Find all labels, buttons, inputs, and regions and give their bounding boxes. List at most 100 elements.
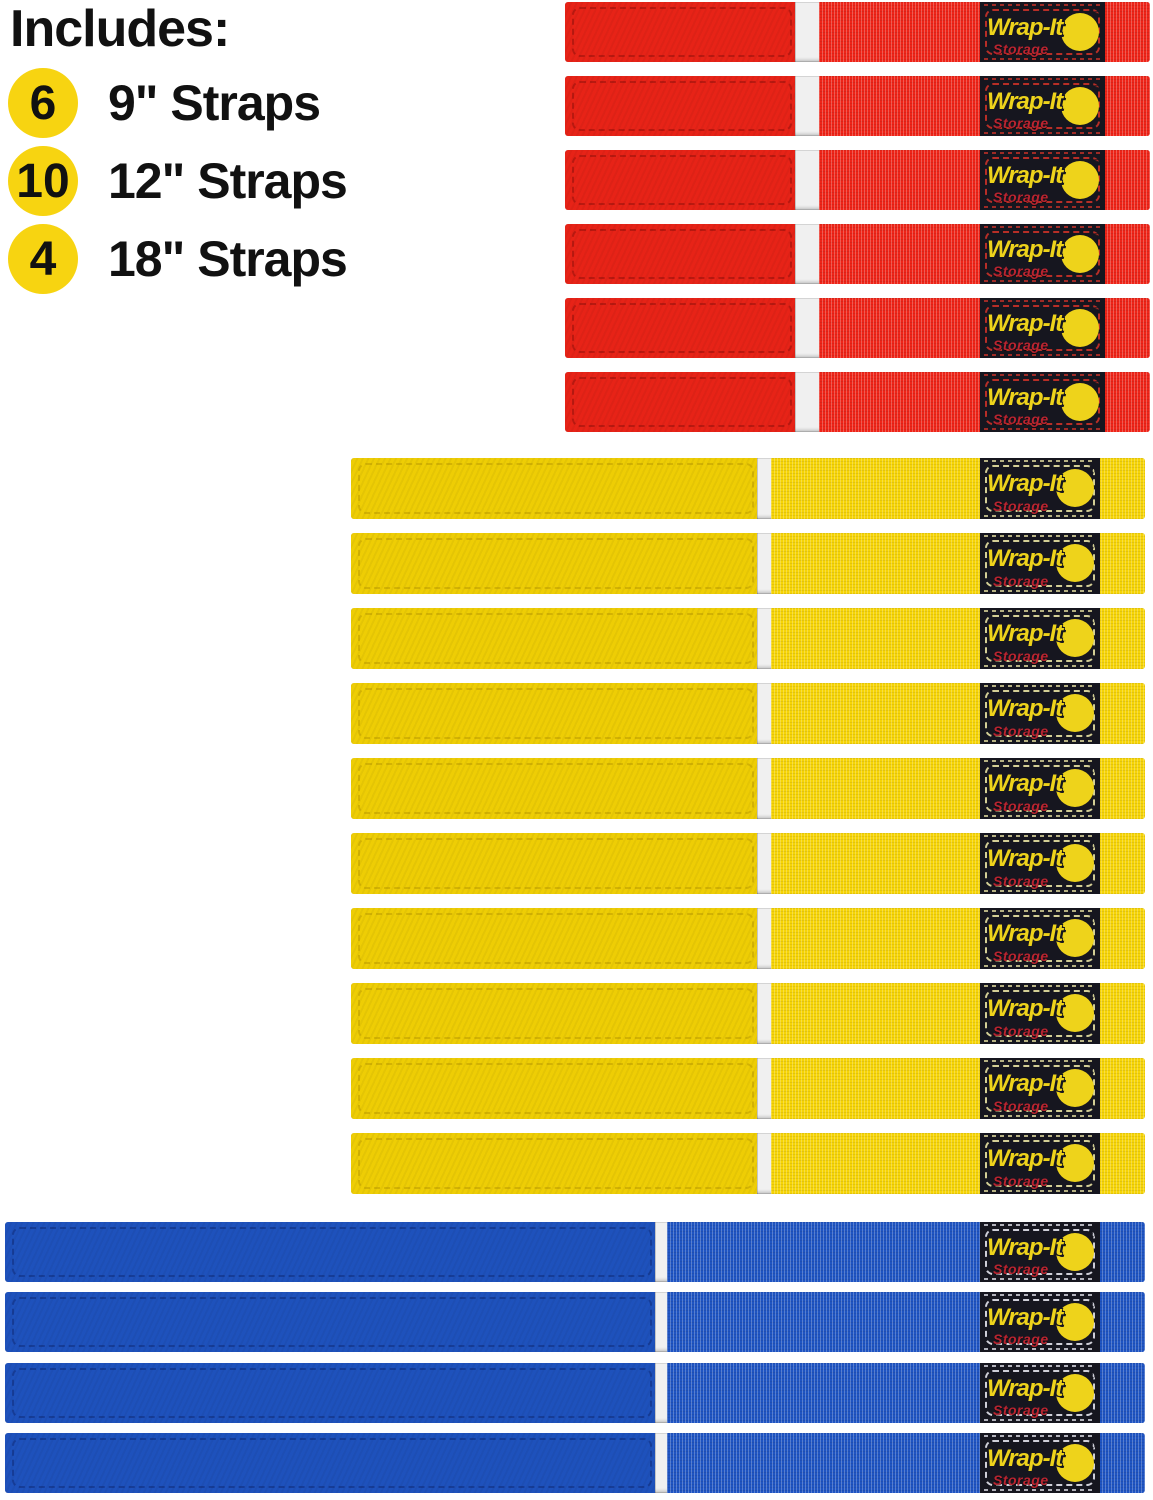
label-stitch-border	[985, 1229, 1095, 1275]
wrap-it-label: Wrap-It ® Storage	[980, 1222, 1100, 1282]
label-stitch-border	[985, 1299, 1095, 1345]
velcro-stitching	[572, 377, 792, 427]
fold-seam	[795, 224, 821, 284]
logo-circle	[1056, 1233, 1094, 1271]
brand-sub-wordmark: Storage	[993, 498, 1049, 514]
brand-sub-wordmark: Storage	[993, 723, 1049, 739]
strap-yellow-12-inch: Wrap-It ® Storage	[351, 683, 1145, 744]
wrap-it-label: Wrap-It ® Storage	[980, 533, 1100, 594]
label-hem-stitch	[984, 1348, 1096, 1350]
velcro-section	[351, 758, 757, 819]
brand-sub-wordmark: Storage	[993, 1472, 1049, 1488]
label-hem-stitch	[984, 665, 1096, 667]
label-stitch-border	[985, 465, 1095, 512]
brand-sub-wordmark: Storage	[993, 263, 1049, 279]
label-hem-stitch	[984, 1435, 1096, 1437]
brand-sub-wordmark: Storage	[993, 411, 1049, 427]
registered-mark: ®	[1092, 84, 1100, 95]
velcro-section	[5, 1292, 655, 1352]
label-hem-stitch	[984, 1115, 1096, 1117]
brand-wordmark: Wrap-It	[987, 845, 1063, 872]
label-hem-stitch	[984, 1419, 1096, 1421]
registered-mark: ®	[1087, 1066, 1095, 1077]
strap-yellow-12-inch: Wrap-It ® Storage	[351, 833, 1145, 894]
registered-mark: ®	[1087, 616, 1095, 627]
logo-circle	[1056, 619, 1094, 657]
legend-label-12in: 12" Straps	[108, 153, 348, 209]
logo-circle	[1056, 1303, 1094, 1341]
brand-wordmark: Wrap-It	[987, 88, 1063, 115]
wrap-it-label: Wrap-It ® Storage	[980, 2, 1105, 62]
velcro-stitching	[358, 1138, 754, 1189]
label-hem-stitch	[984, 1278, 1096, 1280]
strap-blue-18-inch: Wrap-It ® Storage	[5, 1292, 1145, 1352]
registered-mark: ®	[1087, 691, 1095, 702]
wrap-it-label: Wrap-It ® Storage	[980, 683, 1100, 744]
brand-wordmark: Wrap-It	[987, 1375, 1063, 1402]
brand-sub-wordmark: Storage	[993, 798, 1049, 814]
brand-sub-wordmark: Storage	[993, 1098, 1049, 1114]
label-stitch-border	[985, 990, 1095, 1037]
velcro-stitching	[572, 303, 792, 353]
strap-red-9-inch: Wrap-It ® Storage	[565, 76, 1150, 136]
brand-sub-wordmark: Storage	[993, 1173, 1049, 1189]
label-hem-stitch	[984, 1489, 1096, 1491]
label-hem-stitch	[984, 910, 1096, 912]
label-hem-stitch	[984, 374, 1101, 376]
velcro-stitching	[358, 688, 754, 739]
fold-seam	[795, 298, 821, 358]
strap-yellow-12-inch: Wrap-It ® Storage	[351, 533, 1145, 594]
brand-sub-wordmark: Storage	[993, 948, 1049, 964]
brand-wordmark: Wrap-It	[987, 1304, 1063, 1331]
logo-circle	[1061, 309, 1099, 347]
registered-mark: ®	[1087, 991, 1095, 1002]
strap-red-9-inch: Wrap-It ® Storage	[565, 372, 1150, 432]
fold-seam	[795, 2, 821, 62]
brand-sub-wordmark: Storage	[993, 648, 1049, 664]
label-hem-stitch	[984, 1294, 1096, 1296]
label-stitch-border	[985, 540, 1095, 587]
brand-wordmark: Wrap-It	[987, 995, 1063, 1022]
logo-circle	[1056, 994, 1094, 1032]
label-hem-stitch	[984, 760, 1096, 762]
logo-circle	[1056, 1069, 1094, 1107]
wrap-it-label: Wrap-It ® Storage	[980, 150, 1105, 210]
brand-sub-wordmark: Storage	[993, 1402, 1049, 1418]
brand-wordmark: Wrap-It	[987, 770, 1063, 797]
velcro-section	[351, 533, 757, 594]
wrap-it-label: Wrap-It ® Storage	[980, 983, 1100, 1044]
brand-sub-wordmark: Storage	[993, 1331, 1049, 1347]
wrap-it-label: Wrap-It ® Storage	[980, 1133, 1100, 1194]
count-badge-12in: 10	[8, 146, 78, 216]
label-hem-stitch	[984, 535, 1096, 537]
label-hem-stitch	[984, 78, 1101, 80]
label-hem-stitch	[984, 206, 1101, 208]
velcro-section	[5, 1363, 655, 1423]
count-badge-9in: 6	[8, 68, 78, 138]
label-stitch-border	[985, 157, 1100, 203]
velcro-stitching	[12, 1368, 652, 1418]
wrap-it-label: Wrap-It ® Storage	[980, 372, 1105, 432]
label-stitch-border	[985, 231, 1100, 277]
strap-red-9-inch: Wrap-It ® Storage	[565, 150, 1150, 210]
registered-mark: ®	[1092, 380, 1100, 391]
logo-circle	[1061, 383, 1099, 421]
registered-mark: ®	[1092, 306, 1100, 317]
strap-yellow-12-inch: Wrap-It ® Storage	[351, 458, 1145, 519]
registered-mark: ®	[1087, 1441, 1095, 1452]
velcro-stitching	[358, 913, 754, 964]
label-hem-stitch	[984, 460, 1096, 462]
label-hem-stitch	[984, 515, 1096, 517]
strap-red-9-inch: Wrap-It ® Storage	[565, 224, 1150, 284]
brand-wordmark: Wrap-It	[987, 236, 1063, 263]
label-stitch-border	[985, 615, 1095, 662]
label-hem-stitch	[984, 740, 1096, 742]
strap-blue-18-inch: Wrap-It ® Storage	[5, 1363, 1145, 1423]
velcro-section	[5, 1433, 655, 1493]
logo-circle	[1056, 844, 1094, 882]
legend-title: Includes:	[10, 0, 230, 58]
fold-seam	[795, 372, 821, 432]
velcro-section	[351, 908, 757, 969]
strap-red-9-inch: Wrap-It ® Storage	[565, 298, 1150, 358]
